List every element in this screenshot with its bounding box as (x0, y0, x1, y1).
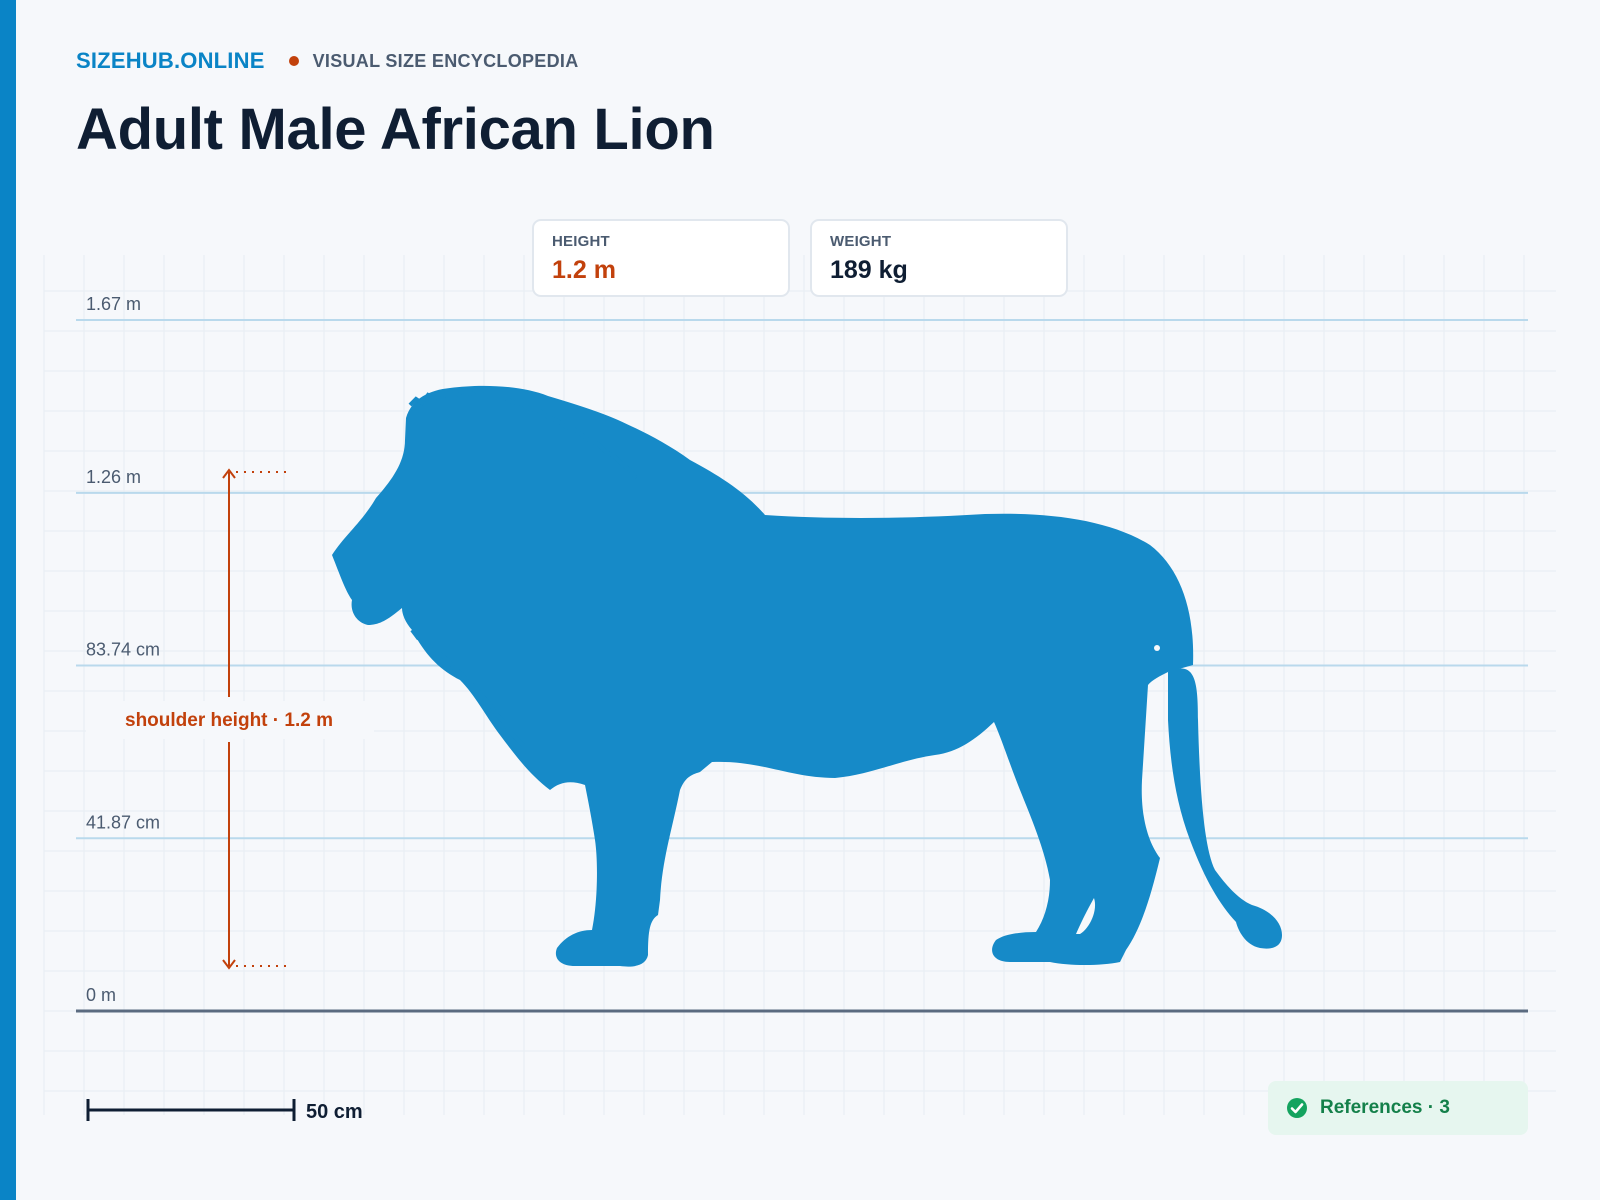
accent-bar (0, 0, 16, 1200)
dimension-arrow-down-icon (222, 959, 236, 970)
shoulder-height-dimension: shoulder height · 1.2 m (86, 468, 374, 970)
brand-row: SIZEHUB.ONLINE VISUAL SIZE ENCYCLOPEDIA (76, 46, 579, 76)
dimension-label: shoulder height · 1.2 m (125, 710, 333, 731)
lion-mane-underside (410, 628, 526, 748)
lion-eye (1154, 645, 1160, 651)
references-badge[interactable]: References · 3 (1268, 1081, 1528, 1135)
page-title: Adult Male African Lion (76, 97, 715, 162)
height-stat-value: 1.2 m (552, 256, 616, 284)
lion-tail (1168, 668, 1282, 949)
height-tick-label: 41.87 cm (86, 812, 160, 832)
weight-stat-value: 189 kg (830, 256, 908, 284)
height-tick-label: 0 m (86, 985, 116, 1005)
weight-stat-label: WEIGHT (830, 233, 892, 250)
weight-stat-card: WEIGHT 189 kg (810, 219, 1068, 297)
scale-bar: 50 cm (86, 1099, 363, 1123)
site-tagline: VISUAL SIZE ENCYCLOPEDIA (312, 50, 579, 71)
references-label: References · 3 (1320, 1097, 1450, 1118)
lion-mane-edge (408, 389, 638, 480)
site-brand[interactable]: SIZEHUB.ONLINE (76, 48, 265, 73)
lion-silhouette (332, 385, 1282, 967)
height-tick-label: 1.26 m (86, 467, 141, 487)
height-stat-label: HEIGHT (552, 233, 610, 250)
height-tick-label: 83.74 cm (86, 640, 160, 660)
lion-body (332, 385, 1194, 967)
height-tick-label: 1.67 m (86, 294, 141, 314)
check-circle-icon (1287, 1098, 1307, 1118)
lion-hindleg-gap (1076, 898, 1096, 934)
dimension-label-background (86, 701, 374, 739)
brand-separator-dot (288, 56, 299, 66)
height-stat-card: HEIGHT 1.2 m (532, 219, 790, 297)
scale-bar-label: 50 cm (306, 1101, 363, 1123)
dimension-arrow-up-icon (222, 468, 236, 479)
